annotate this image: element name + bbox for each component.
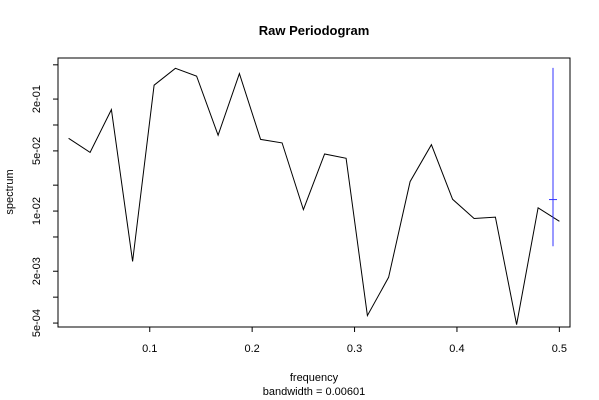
x-axis-label: frequency: [290, 372, 339, 384]
y-axis-label: spectrum: [4, 169, 16, 214]
spectrum-series-line: [68, 67, 560, 325]
y-axis-ticks: 5e-04 2e-03 1e-02 5e-02 2e-01: [31, 64, 58, 337]
y-tick-label: 2e-01: [31, 85, 43, 113]
y-tick-label: 2e-03: [31, 257, 43, 285]
y-tick-label: 1e-02: [31, 197, 43, 225]
chart-title: Raw Periodogram: [259, 23, 370, 38]
y-tick-label: 5e-04: [31, 309, 43, 337]
x-axis-ticks: 0.1 0.2 0.3 0.4 0.5: [142, 327, 567, 355]
confidence-interval-bar: [549, 67, 558, 247]
plot-frame: [57, 57, 571, 328]
bandwidth-label: bandwidth = 0.00601: [263, 386, 365, 398]
x-tick-label: 0.1: [142, 343, 157, 355]
x-tick-label: 0.3: [347, 343, 362, 355]
x-tick-label: 0.5: [552, 343, 567, 355]
x-tick-label: 0.4: [449, 343, 464, 355]
x-tick-label: 0.2: [245, 343, 260, 355]
y-tick-label: 5e-02: [31, 137, 43, 165]
